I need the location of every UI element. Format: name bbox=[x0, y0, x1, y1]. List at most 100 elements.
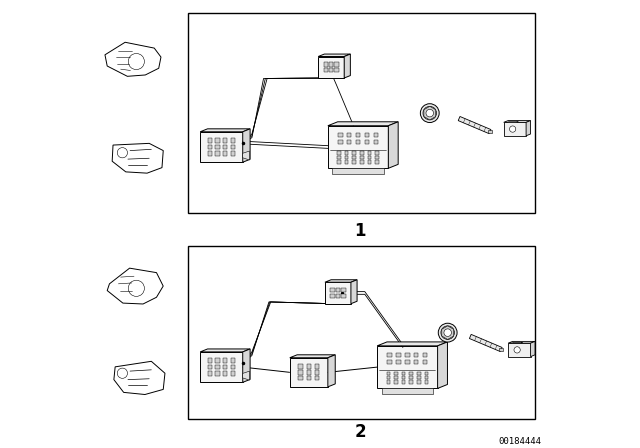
Bar bbox=[394, 380, 397, 383]
Text: 2: 2 bbox=[355, 423, 366, 441]
Bar bbox=[324, 68, 328, 72]
Bar bbox=[387, 372, 390, 375]
Bar bbox=[488, 130, 492, 134]
Polygon shape bbox=[325, 280, 357, 282]
Bar bbox=[335, 293, 340, 298]
Bar bbox=[208, 371, 212, 376]
Polygon shape bbox=[200, 132, 243, 162]
Polygon shape bbox=[504, 121, 531, 122]
Polygon shape bbox=[526, 121, 531, 136]
Bar bbox=[499, 348, 503, 351]
Circle shape bbox=[117, 368, 127, 378]
Bar bbox=[216, 371, 220, 376]
Bar bbox=[335, 288, 340, 293]
Bar bbox=[374, 140, 378, 144]
Bar bbox=[410, 376, 413, 379]
Bar bbox=[307, 370, 311, 375]
Bar bbox=[330, 293, 335, 298]
Bar bbox=[208, 138, 212, 143]
Bar bbox=[356, 133, 360, 137]
Polygon shape bbox=[508, 121, 518, 122]
Bar bbox=[341, 293, 346, 298]
Polygon shape bbox=[318, 54, 350, 56]
Bar bbox=[356, 140, 360, 144]
Text: 1: 1 bbox=[355, 222, 366, 240]
Bar bbox=[298, 364, 303, 369]
Polygon shape bbox=[388, 122, 398, 168]
Bar bbox=[347, 140, 351, 144]
Circle shape bbox=[514, 347, 520, 353]
Polygon shape bbox=[469, 334, 502, 352]
Polygon shape bbox=[344, 54, 350, 78]
Bar bbox=[387, 376, 390, 379]
Bar bbox=[298, 376, 303, 380]
Circle shape bbox=[117, 148, 127, 158]
Bar bbox=[424, 380, 428, 383]
Circle shape bbox=[128, 53, 145, 69]
Polygon shape bbox=[243, 151, 250, 160]
Bar bbox=[208, 365, 212, 369]
Circle shape bbox=[128, 280, 145, 297]
Bar bbox=[307, 364, 311, 369]
Bar bbox=[341, 288, 346, 293]
Bar bbox=[375, 151, 379, 155]
Bar bbox=[329, 68, 333, 72]
Circle shape bbox=[444, 329, 451, 336]
Bar bbox=[405, 353, 410, 358]
Bar bbox=[188, 246, 535, 419]
Bar bbox=[353, 156, 356, 159]
Text: 00184444: 00184444 bbox=[499, 437, 541, 446]
Bar bbox=[417, 380, 420, 383]
Bar bbox=[338, 140, 342, 144]
Bar bbox=[360, 160, 364, 164]
Bar bbox=[216, 145, 220, 149]
Bar bbox=[329, 62, 333, 67]
Bar bbox=[230, 138, 235, 143]
Bar bbox=[334, 62, 339, 67]
Polygon shape bbox=[328, 355, 335, 387]
Bar bbox=[405, 360, 410, 364]
Bar bbox=[223, 358, 227, 363]
Polygon shape bbox=[504, 122, 526, 136]
Polygon shape bbox=[351, 280, 357, 304]
Bar bbox=[410, 380, 413, 383]
Bar bbox=[230, 151, 235, 156]
Bar bbox=[387, 353, 392, 358]
Polygon shape bbox=[458, 116, 491, 134]
Polygon shape bbox=[438, 342, 447, 388]
Bar bbox=[345, 156, 348, 159]
Bar bbox=[394, 372, 397, 375]
Polygon shape bbox=[512, 342, 523, 343]
Bar bbox=[387, 360, 392, 364]
Circle shape bbox=[509, 126, 516, 132]
Bar bbox=[423, 353, 428, 358]
Bar bbox=[360, 151, 364, 155]
Polygon shape bbox=[243, 129, 250, 162]
Bar bbox=[345, 151, 348, 155]
Bar bbox=[365, 133, 369, 137]
Bar bbox=[423, 360, 428, 364]
Bar bbox=[223, 365, 227, 369]
Bar bbox=[324, 62, 328, 67]
Bar bbox=[402, 380, 405, 383]
Bar bbox=[315, 364, 319, 369]
Polygon shape bbox=[200, 349, 250, 352]
Bar bbox=[345, 160, 348, 164]
Bar bbox=[414, 353, 419, 358]
Bar bbox=[230, 365, 235, 369]
Bar bbox=[375, 156, 379, 159]
Bar bbox=[216, 138, 220, 143]
Bar bbox=[216, 151, 220, 156]
Bar bbox=[365, 140, 369, 144]
Bar bbox=[338, 133, 342, 137]
Polygon shape bbox=[243, 349, 250, 383]
Bar bbox=[307, 376, 311, 380]
Polygon shape bbox=[442, 326, 454, 340]
Circle shape bbox=[426, 109, 433, 117]
Bar bbox=[424, 376, 428, 379]
Bar bbox=[402, 376, 405, 379]
Bar bbox=[375, 160, 379, 164]
Polygon shape bbox=[328, 122, 398, 126]
Polygon shape bbox=[377, 342, 447, 346]
Polygon shape bbox=[114, 361, 165, 395]
